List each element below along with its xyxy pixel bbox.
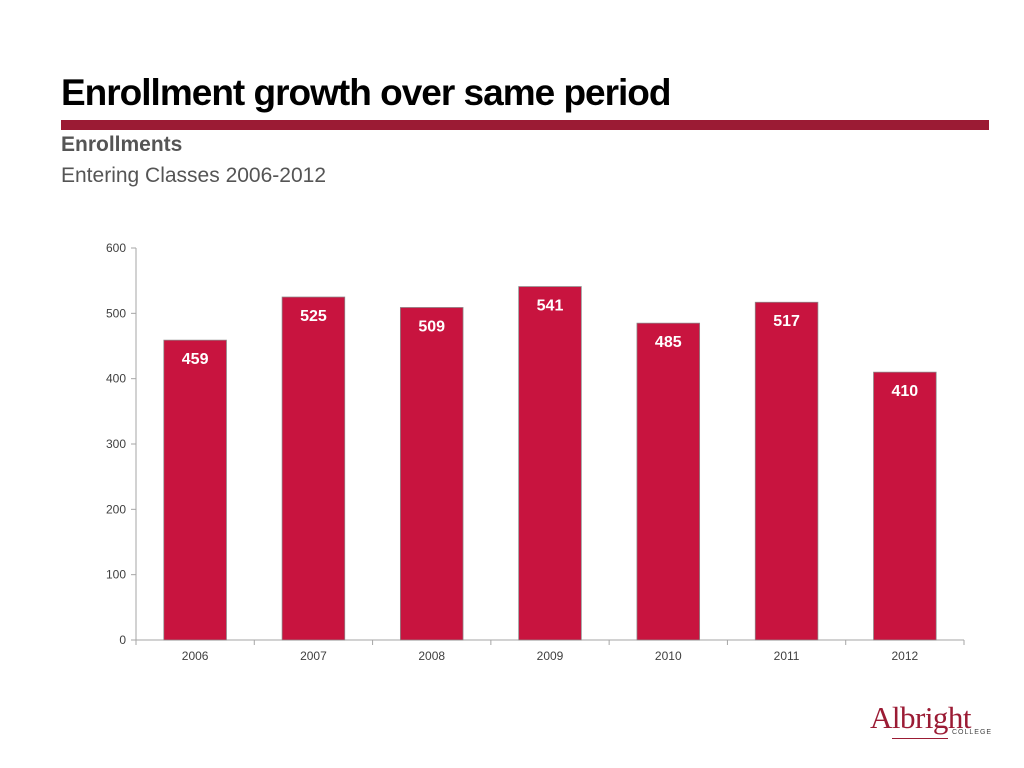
x-tick-label: 2009: [537, 649, 564, 663]
x-tick-label: 2008: [418, 649, 445, 663]
bar-2009: [518, 286, 582, 641]
y-tick-label: 400: [106, 372, 126, 386]
logo-wordmark: Albright: [870, 700, 972, 735]
enrollment-bar-chart: 0 100 200 300 400 500 600 459 2006 525 2007 509 2008…: [106, 241, 965, 663]
bar-data-label: 459: [182, 351, 209, 368]
bar-data-label: 410: [892, 383, 919, 400]
y-tick-label: 500: [106, 306, 126, 320]
y-tick-label: 200: [106, 502, 126, 516]
bar-data-label: 525: [300, 308, 327, 325]
bar-data-label: 485: [655, 334, 682, 351]
bar-2010: [636, 322, 701, 641]
bar-2012: [873, 371, 937, 641]
y-tick-label: 300: [106, 437, 126, 451]
chart-subtitle-secondary: Entering Classes 2006-2012: [61, 164, 327, 187]
logo-subtext: COLLEGE: [952, 729, 993, 736]
x-tick-label: 2012: [892, 649, 919, 663]
x-tick-label: 2007: [300, 649, 327, 663]
bar-2008: [399, 307, 464, 641]
x-tick-label: 2011: [774, 649, 800, 663]
bar-2007: [281, 296, 346, 641]
chart-subtitle: Enrollments: [61, 133, 183, 156]
y-tick-label: 100: [106, 568, 126, 582]
y-tick-label: 600: [106, 241, 126, 255]
bar-data-label: 541: [537, 298, 564, 315]
logo-underline: [892, 738, 948, 739]
albright-college-logo: Albright COLLEGE: [870, 700, 995, 746]
bar-data-label: 517: [773, 313, 800, 330]
bar-2011: [754, 301, 819, 641]
bar-data-label: 509: [418, 318, 445, 335]
x-tick-label: 2010: [655, 649, 682, 663]
title-rule: [61, 120, 989, 130]
slide-title: Enrollment growth over same period: [61, 72, 672, 113]
bar-2006: [163, 339, 227, 641]
x-tick-label: 2006: [182, 649, 209, 663]
y-tick-label: 0: [119, 633, 126, 647]
